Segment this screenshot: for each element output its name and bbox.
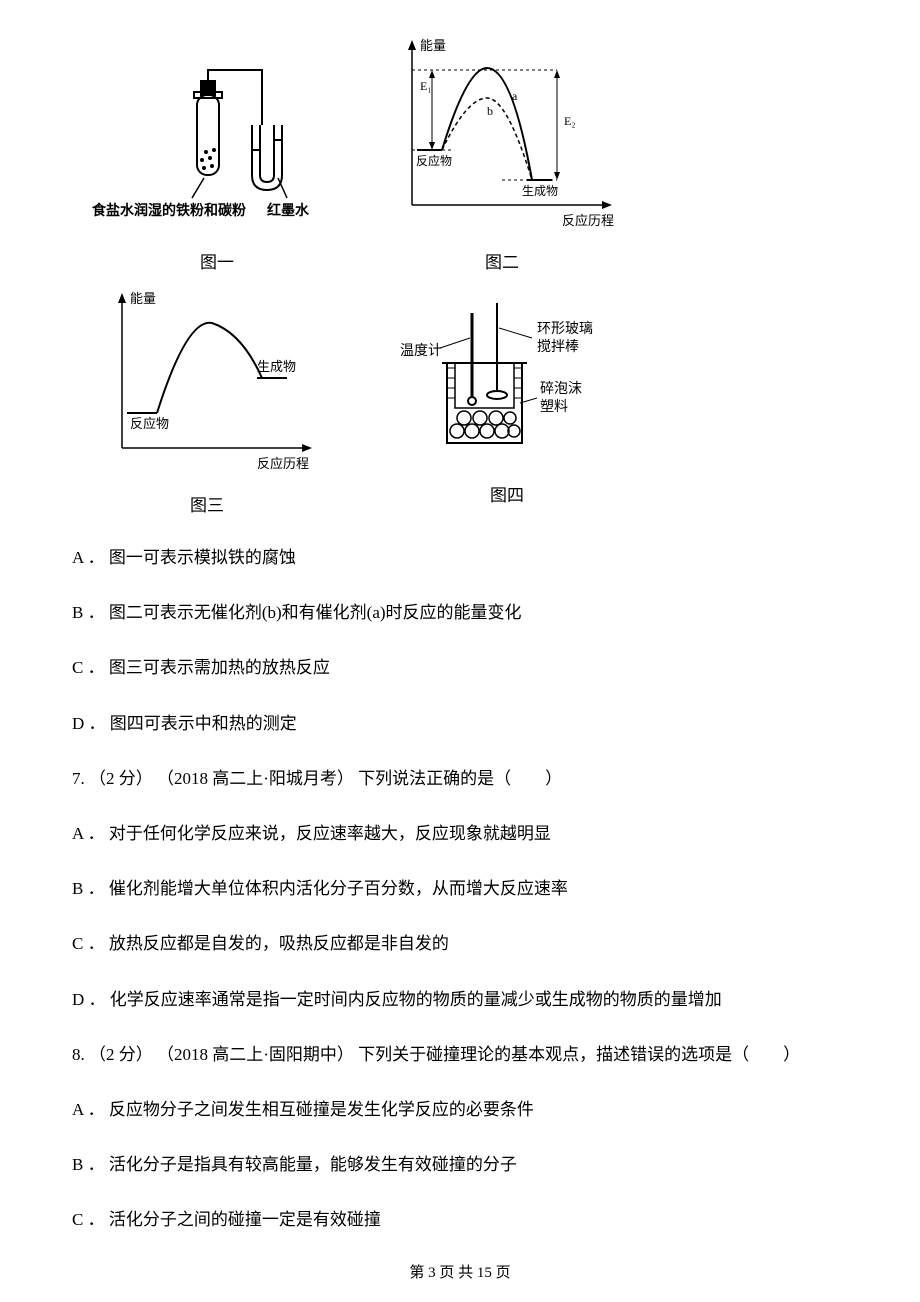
page-content: 食盐水润湿的铁粉和碳粉 红墨水 图一 能量 反应历程 (0, 0, 920, 1302)
q7-D: D ． 化学反应速率通常是指一定时间内反应物的物质的量减少或生成物的物质的量增加 (72, 986, 848, 1013)
fig4-thermo: 温度计 (400, 343, 442, 359)
fig2-yaxis: 能量 (420, 38, 446, 53)
fig2-react: 反应物 (416, 153, 452, 168)
fig1-label-right: 红墨水 (267, 202, 310, 219)
q7-stem: 7. （2 分） （2018 高二上·阳城月考） 下列说法正确的是（ ） (72, 765, 848, 792)
q8-stem: 8. （2 分） （2018 高二上·固阳期中） 下列关于碰撞理论的基本观点，描… (72, 1041, 848, 1068)
q8-A: A ． 反应物分子之间发生相互碰撞是发生化学反应的必要条件 (72, 1096, 848, 1123)
q7-B: B ． 催化剂能增大单位体积内活化分子百分数，从而增大反应速率 (72, 875, 848, 902)
figure-1: 食盐水润湿的铁粉和碳粉 红墨水 图一 (92, 30, 342, 273)
figure-4-svg: 温度计 环形玻璃 搅拌棒 碎泡沫 塑料 (392, 283, 622, 473)
fig2-e2: E₂ (564, 114, 576, 128)
figure-1-svg: 食盐水润湿的铁粉和碳粉 红墨水 (92, 30, 342, 240)
fig1-label-left: 食盐水润湿的铁粉和碳粉 (92, 202, 246, 219)
fig2-b: b (487, 104, 493, 118)
figure-2: 能量 反应历程 E₁ (382, 30, 622, 273)
figure-3-svg: 能量 反应历程 反应物 生成物 (92, 283, 322, 483)
fig2-e1: E₁ (420, 79, 432, 93)
opt1-D: D ． 图四可表示中和热的测定 (72, 710, 848, 737)
fig2-a: a (512, 89, 518, 103)
figure-2-svg: 能量 反应历程 E₁ (382, 30, 622, 240)
page-footer: 第 3 页 共 15 页 (72, 1261, 848, 1282)
q7-A: A ． 对于任何化学反应来说，反应速率越大，反应现象就越明显 (72, 820, 848, 847)
q8-C: C ． 活化分子之间的碰撞一定是有效碰撞 (72, 1206, 848, 1233)
fig3-prod: 生成物 (257, 359, 296, 374)
svg-text:碎泡沫: 碎泡沫 (540, 381, 582, 397)
svg-text:塑料: 塑料 (540, 399, 568, 415)
opt1-B: B ． 图二可表示无催化剂(b)和有催化剂(a)时反应的能量变化 (72, 599, 848, 626)
figure-3: 能量 反应历程 反应物 生成物 图三 (92, 283, 322, 516)
svg-text:搅拌棒: 搅拌棒 (537, 339, 579, 355)
opt1-C: C ． 图三可表示需加热的放热反应 (72, 654, 848, 681)
figures-row-1: 食盐水润湿的铁粉和碳粉 红墨水 图一 能量 反应历程 (72, 30, 848, 273)
figure-3-caption: 图三 (190, 491, 224, 516)
fig3-react: 反应物 (130, 416, 169, 431)
figure-4: 温度计 环形玻璃 搅拌棒 碎泡沫 塑料 图四 (392, 283, 622, 516)
q7-C: C ． 放热反应都是自发的，吸热反应都是非自发的 (72, 930, 848, 957)
figure-2-caption: 图二 (485, 248, 519, 273)
figure-4-caption: 图四 (490, 481, 524, 506)
fig3-xaxis: 反应历程 (257, 456, 309, 471)
q8-B: B ． 活化分子是指具有较高能量，能够发生有效碰撞的分子 (72, 1151, 848, 1178)
figures-row-2: 能量 反应历程 反应物 生成物 图三 (72, 283, 848, 516)
fig2-xaxis: 反应历程 (562, 213, 614, 228)
fig2-prod: 生成物 (522, 184, 558, 198)
figure-1-caption: 图一 (200, 248, 234, 273)
svg-text:环形玻璃: 环形玻璃 (537, 320, 593, 337)
opt1-A: A ． 图一可表示模拟铁的腐蚀 (72, 544, 848, 571)
fig3-yaxis: 能量 (130, 291, 156, 306)
